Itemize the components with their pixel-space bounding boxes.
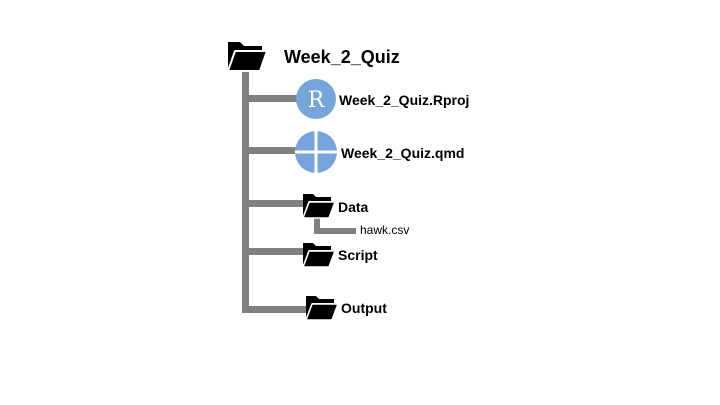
quarto-icon bbox=[295, 131, 337, 173]
hawk-csv-file-label: hawk.csv bbox=[360, 223, 410, 237]
folder-icon bbox=[302, 242, 336, 268]
data-folder-label: Data bbox=[338, 199, 369, 215]
folder-icon bbox=[305, 295, 339, 321]
output-folder-label: Output bbox=[341, 300, 387, 316]
folder-icon bbox=[302, 193, 336, 219]
r-project-icon: R bbox=[296, 79, 336, 119]
data-subtree-horizontal-line bbox=[314, 228, 356, 234]
script-folder-label: Script bbox=[338, 247, 378, 263]
branch-line-script bbox=[242, 248, 306, 255]
r-letter: R bbox=[308, 88, 326, 113]
branch-line-data bbox=[242, 200, 306, 207]
tree-trunk-line bbox=[242, 70, 249, 313]
branch-line-output bbox=[242, 306, 308, 313]
data-subtree-vertical-line bbox=[314, 214, 320, 234]
qmd-file-label: Week_2_Quiz.qmd bbox=[341, 145, 465, 161]
root-folder-label: Week_2_Quiz bbox=[284, 47, 400, 67]
branch-line-qmd bbox=[242, 147, 300, 154]
branch-line-rproj bbox=[242, 95, 300, 102]
rproj-file-label: Week_2_Quiz.Rproj bbox=[339, 92, 470, 108]
folder-icon bbox=[226, 40, 268, 72]
